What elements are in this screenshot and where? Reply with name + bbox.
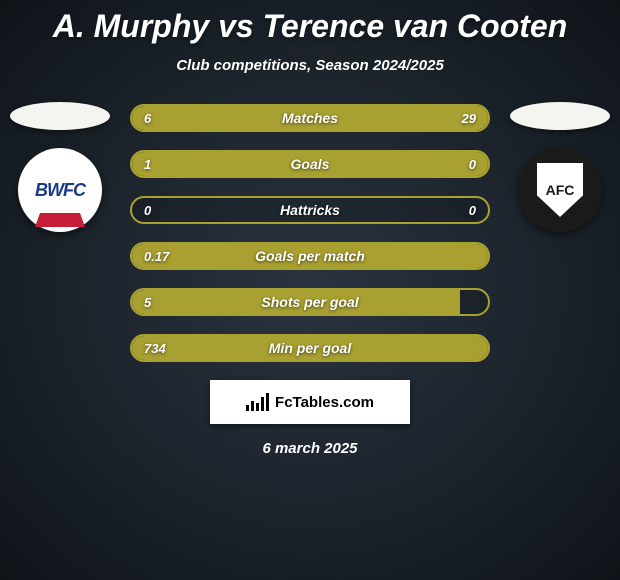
chart-icon — [246, 393, 269, 411]
subtitle: Club competitions, Season 2024/2025 — [0, 57, 620, 74]
club-right-abbrev: AFC — [546, 182, 575, 198]
stat-value-right: 0 — [469, 157, 476, 172]
club-logo-left-inner: BWFC — [25, 155, 95, 225]
club-right-shield: AFC — [537, 163, 583, 217]
stat-label: Min per goal — [269, 340, 351, 356]
stat-value-left: 0 — [144, 203, 151, 218]
stats-column: 6 Matches 29 1 Goals 0 0 Hattricks 0 0.17 Goals pe… — [130, 102, 490, 362]
club-logo-left: BWFC — [18, 148, 102, 232]
stat-value-left: 1 — [144, 157, 151, 172]
stat-label: Goals — [291, 156, 330, 172]
stat-fill-right — [193, 106, 488, 130]
club-left-abbrev: BWFC — [35, 180, 85, 201]
stat-fill-left — [132, 106, 193, 130]
flag-oval-right — [510, 102, 610, 130]
page-title: A. Murphy vs Terence van Cooten — [0, 8, 620, 45]
stat-label: Hattricks — [280, 202, 340, 218]
stat-label: Goals per match — [255, 248, 365, 264]
club-left-side: BWFC — [10, 102, 110, 232]
stat-label: Shots per goal — [261, 294, 358, 310]
stat-bar: 5 Shots per goal — [130, 288, 490, 316]
stat-fill-left — [132, 152, 399, 176]
stat-value-right: 0 — [469, 203, 476, 218]
club-logo-right: AFC — [518, 148, 602, 232]
club-right-side: AFC — [510, 102, 610, 232]
stat-value-left: 0.17 — [144, 249, 169, 264]
infographic-container: A. Murphy vs Terence van Cooten Club com… — [0, 0, 620, 457]
stat-label: Matches — [282, 110, 338, 126]
stat-value-left: 734 — [144, 341, 166, 356]
content-row: BWFC 6 Matches 29 1 Goals 0 0 Hattricks 0 0.17 Goa… — [0, 102, 620, 362]
stat-bar: 0 Hattricks 0 — [130, 196, 490, 224]
stat-value-right: 29 — [462, 111, 476, 126]
flag-oval-left — [10, 102, 110, 130]
stat-bar: 6 Matches 29 — [130, 104, 490, 132]
club-logo-right-inner: AFC — [528, 158, 592, 222]
stat-bar: 1 Goals 0 — [130, 150, 490, 178]
stat-bar: 734 Min per goal — [130, 334, 490, 362]
stat-bar: 0.17 Goals per match — [130, 242, 490, 270]
stat-value-left: 5 — [144, 295, 151, 310]
club-left-ribbon — [35, 213, 85, 227]
footer-brand: FcTables.com — [275, 394, 374, 411]
date-text: 6 march 2025 — [0, 440, 620, 457]
footer-attribution: FcTables.com — [210, 380, 410, 424]
stat-value-left: 6 — [144, 111, 151, 126]
